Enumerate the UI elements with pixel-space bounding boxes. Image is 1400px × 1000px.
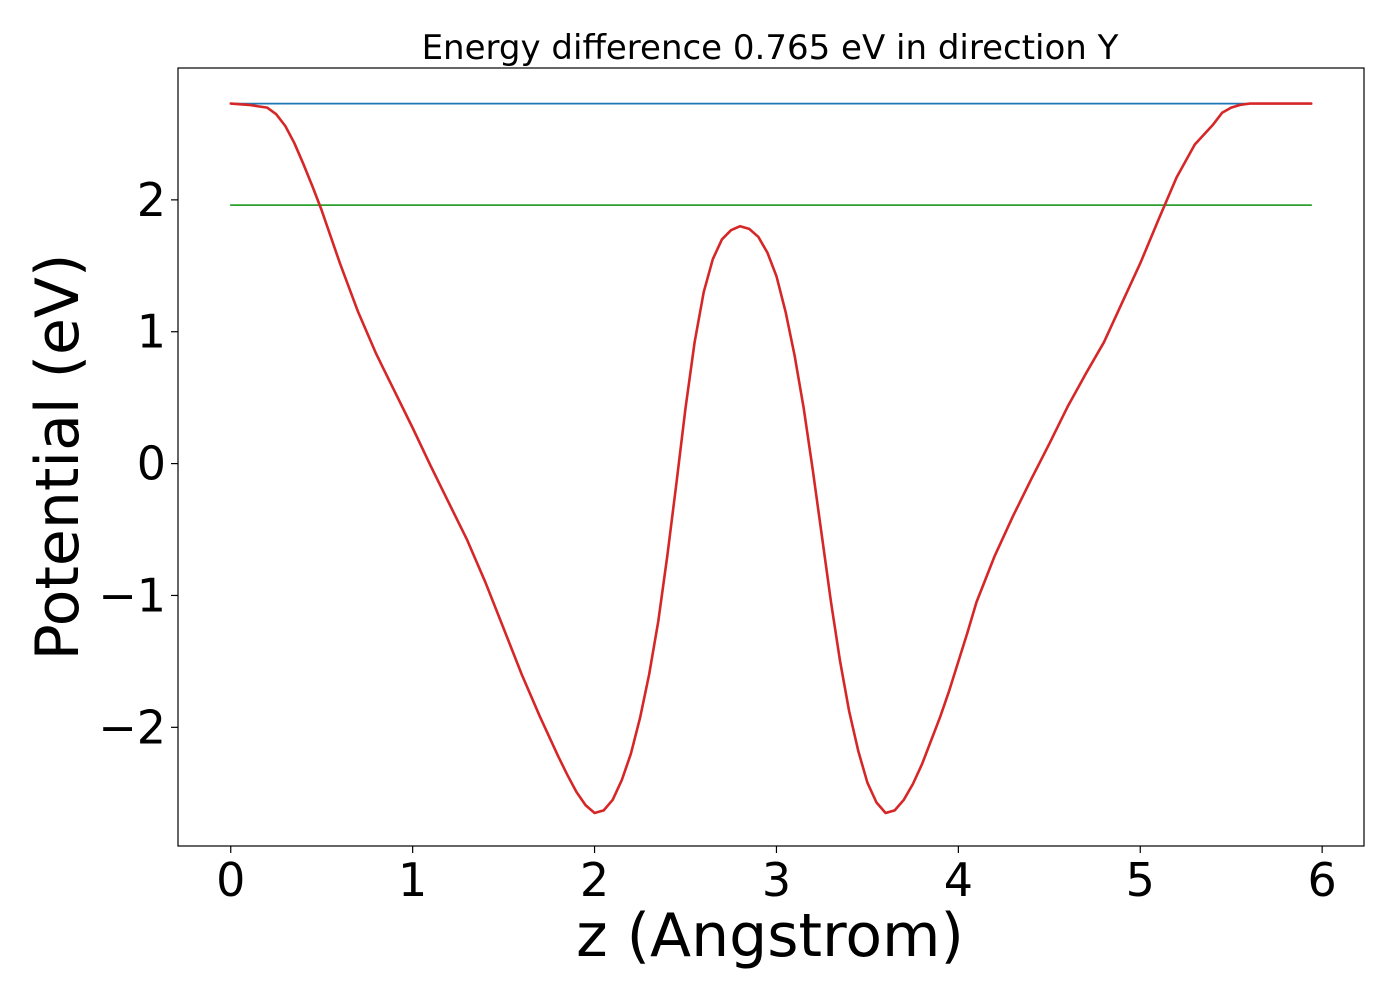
plot-frame — [177, 67, 1365, 847]
x-axis-ticks: 0 1 2 3 4 5 6 — [216, 846, 1337, 907]
x-tick-label: 6 — [1308, 853, 1337, 907]
x-tick-label: 3 — [762, 853, 791, 907]
x-tick-label: 5 — [1126, 853, 1155, 907]
y-tick-label: 1 — [137, 305, 166, 359]
y-tick-label: −2 — [98, 700, 166, 754]
y-axis-ticks: −2 −1 0 1 2 — [98, 173, 178, 754]
plot-lines — [229, 102, 1313, 815]
x-tick-label: 2 — [580, 853, 609, 907]
y-tick-label: 0 — [137, 437, 166, 491]
y-tick-label: −1 — [98, 568, 166, 622]
potential-curve — [229, 102, 1313, 815]
y-axis-label: Potential (eV) — [23, 254, 93, 661]
chart-title: Energy difference 0.765 eV in direction … — [422, 28, 1119, 68]
x-axis-label: z (Angstrom) — [576, 901, 964, 971]
x-tick-label: 1 — [398, 853, 427, 907]
y-tick-label: 2 — [137, 173, 166, 227]
x-tick-label: 4 — [944, 853, 973, 907]
x-tick-label: 0 — [216, 853, 245, 907]
